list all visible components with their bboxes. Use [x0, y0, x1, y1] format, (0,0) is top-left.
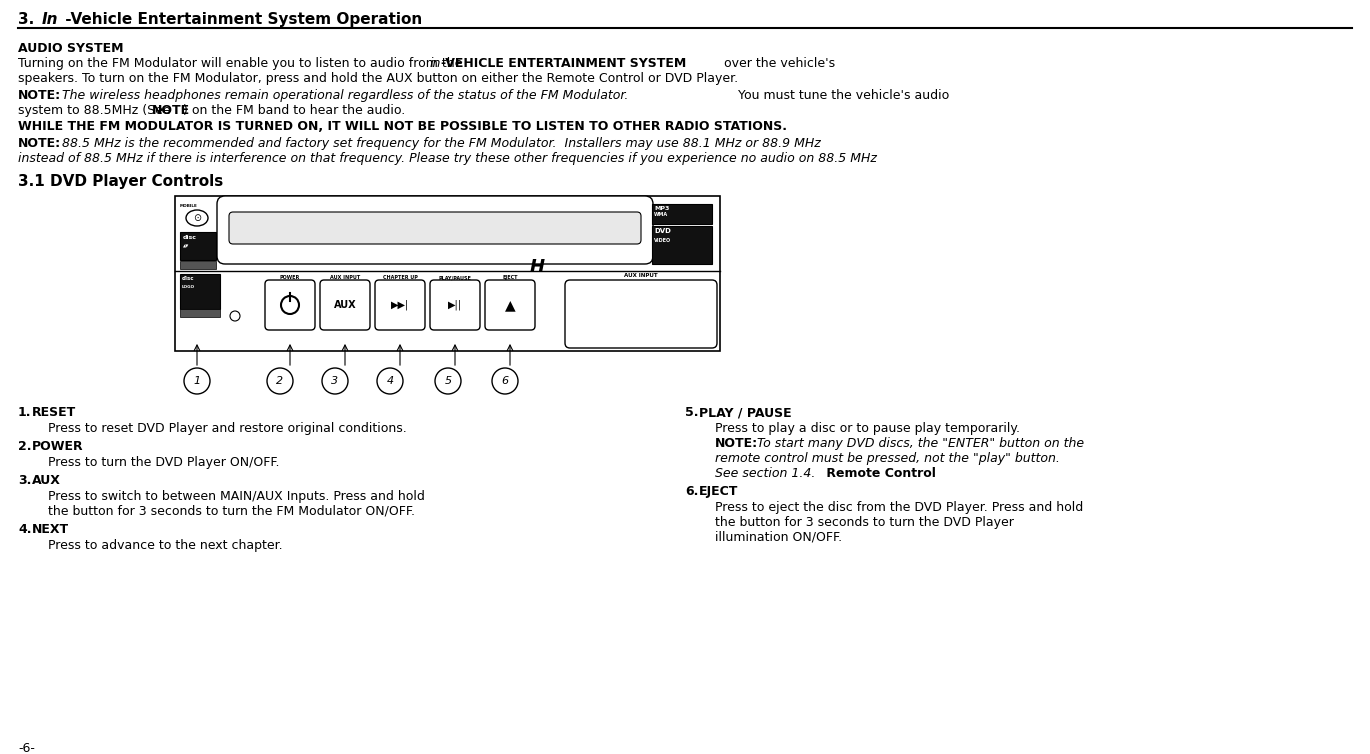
Bar	[175, 196, 721, 351]
Text: NOTE:: NOTE:	[18, 137, 62, 150]
Text: system to 88.5MHz (See: system to 88.5MHz (See	[18, 104, 174, 117]
Text: WHILE THE FM MODULATOR IS TURNED ON, IT WILL NOT BE POSSIBLE TO LISTEN TO OTHER : WHILE THE FM MODULATOR IS TURNED ON, IT …	[18, 120, 786, 133]
Text: NOTE:: NOTE:	[715, 437, 758, 450]
Text: disc: disc	[182, 276, 195, 281]
Text: AUX INPUT: AUX INPUT	[330, 275, 360, 280]
FancyBboxPatch shape	[375, 280, 425, 330]
Text: over the vehicle's: over the vehicle's	[721, 57, 836, 70]
Text: ▶▶|: ▶▶|	[390, 300, 410, 310]
Text: You must tune the vehicle's audio: You must tune the vehicle's audio	[734, 89, 949, 102]
Text: EJECT: EJECT	[699, 485, 738, 498]
Text: POWER: POWER	[32, 440, 84, 453]
Bar	[652, 204, 712, 224]
FancyBboxPatch shape	[216, 196, 653, 264]
Text: -VEHICLE ENTERTAINMENT SYSTEM: -VEHICLE ENTERTAINMENT SYSTEM	[441, 57, 686, 70]
Text: 2: 2	[277, 376, 284, 386]
Text: AUX: AUX	[334, 300, 356, 310]
Circle shape	[281, 296, 299, 314]
Text: 3.1 DVD Player Controls: 3.1 DVD Player Controls	[18, 174, 223, 189]
Circle shape	[230, 311, 240, 321]
Text: 6.: 6.	[685, 485, 699, 498]
FancyBboxPatch shape	[485, 280, 536, 330]
Text: 5: 5	[444, 376, 452, 386]
Text: H: H	[529, 258, 544, 276]
Text: the button for 3 seconds to turn the FM Modulator ON/OFF.: the button for 3 seconds to turn the FM …	[48, 505, 415, 518]
Text: DVD: DVD	[653, 228, 671, 234]
FancyBboxPatch shape	[564, 280, 717, 348]
Text: NEXT: NEXT	[32, 523, 68, 536]
Text: -6-: -6-	[18, 742, 34, 754]
Text: speakers. To turn on the FM Modulator, press and hold the AUX button on either t: speakers. To turn on the FM Modulator, p…	[18, 72, 738, 85]
FancyBboxPatch shape	[321, 280, 370, 330]
FancyBboxPatch shape	[264, 280, 315, 330]
Text: PLAY / PAUSE: PLAY / PAUSE	[699, 406, 792, 419]
Text: VIDEO: VIDEO	[653, 238, 671, 243]
Text: In: In	[42, 12, 59, 27]
Text: WMA: WMA	[653, 212, 669, 217]
Text: 3.: 3.	[18, 12, 40, 27]
Text: disc: disc	[184, 235, 197, 240]
Text: AUX INPUT: AUX INPUT	[625, 273, 658, 278]
Text: MOBILE: MOBILE	[179, 204, 197, 208]
Text: instead of 88.5 MHz if there is interference on that frequency. Please try these: instead of 88.5 MHz if there is interfer…	[18, 152, 877, 165]
Circle shape	[267, 368, 293, 394]
Text: 4: 4	[386, 376, 393, 386]
Text: Press to eject the disc from the DVD Player. Press and hold: Press to eject the disc from the DVD Pla…	[715, 501, 1084, 514]
Text: AUX: AUX	[32, 474, 60, 487]
Text: 6: 6	[501, 376, 508, 386]
Text: Press to turn the DVD Player ON/OFF.: Press to turn the DVD Player ON/OFF.	[48, 456, 279, 469]
Circle shape	[436, 368, 460, 394]
Text: illumination ON/OFF.: illumination ON/OFF.	[715, 531, 843, 544]
Text: LOGO: LOGO	[182, 285, 195, 289]
Text: -Vehicle Entertainment System Operation: -Vehicle Entertainment System Operation	[60, 12, 422, 27]
Bar	[179, 309, 221, 317]
Text: Press to advance to the next chapter.: Press to advance to the next chapter.	[48, 539, 282, 552]
Text: ▲: ▲	[504, 298, 515, 312]
Text: AUDIO SYSTEM: AUDIO SYSTEM	[18, 42, 123, 55]
Text: the button for 3 seconds to turn the DVD Player: the button for 3 seconds to turn the DVD…	[715, 516, 1014, 529]
Text: 5.: 5.	[685, 406, 699, 419]
Text: The wireless headphones remain operational regardless of the status of the FM Mo: The wireless headphones remain operation…	[58, 89, 629, 102]
Text: Press to reset DVD Player and restore original conditions.: Press to reset DVD Player and restore or…	[48, 422, 407, 435]
Text: EJECT: EJECT	[503, 275, 518, 280]
Text: Remote Control: Remote Control	[822, 467, 936, 480]
Text: PLAY/PAUSE: PLAY/PAUSE	[438, 275, 471, 280]
FancyBboxPatch shape	[430, 280, 480, 330]
Bar	[179, 232, 216, 260]
Text: CHAPTER UP: CHAPTER UP	[382, 275, 418, 280]
Text: ⊙: ⊙	[193, 213, 201, 223]
Ellipse shape	[186, 210, 208, 226]
Text: 3.: 3.	[18, 474, 32, 487]
Circle shape	[492, 368, 518, 394]
Text: Turning on the FM Modulator will enable you to listen to audio from the: Turning on the FM Modulator will enable …	[18, 57, 466, 70]
Bar	[179, 274, 221, 309]
Text: ▶||: ▶||	[448, 300, 462, 310]
Circle shape	[322, 368, 348, 394]
Text: ▲▼: ▲▼	[184, 244, 189, 248]
Text: NOTE: NOTE	[152, 104, 190, 117]
Text: 3: 3	[332, 376, 338, 386]
Text: RESET: RESET	[32, 406, 77, 419]
Circle shape	[377, 368, 403, 394]
Bar	[652, 226, 712, 264]
Text: 1.: 1.	[18, 406, 32, 419]
Text: POWER: POWER	[279, 275, 300, 280]
Text: 4.: 4.	[18, 523, 32, 536]
Text: Press to switch to between MAIN/AUX Inputs. Press and hold: Press to switch to between MAIN/AUX Inpu…	[48, 490, 425, 503]
FancyBboxPatch shape	[229, 212, 641, 244]
Text: MP3: MP3	[653, 206, 670, 211]
Bar	[179, 261, 216, 269]
Text: 88.5 MHz is the recommended and factory set frequency for the FM Modulator.  Ins: 88.5 MHz is the recommended and factory …	[58, 137, 821, 150]
Text: 2.: 2.	[18, 440, 32, 453]
Text: To start many DVD discs, the "ENTER" button on the: To start many DVD discs, the "ENTER" but…	[754, 437, 1084, 450]
Text: NOTE:: NOTE:	[18, 89, 62, 102]
Text: Press to play a disc or to pause play temporarily.: Press to play a disc or to pause play te…	[715, 422, 1021, 435]
Text: ) on the FM band to hear the audio.: ) on the FM band to hear the audio.	[184, 104, 406, 117]
Text: 1: 1	[193, 376, 200, 386]
Circle shape	[184, 368, 210, 394]
Text: See section 1.4.: See section 1.4.	[715, 467, 815, 480]
Text: remote control must be pressed, not the "play" button.: remote control must be pressed, not the …	[715, 452, 1060, 465]
Text: in: in	[430, 57, 441, 70]
